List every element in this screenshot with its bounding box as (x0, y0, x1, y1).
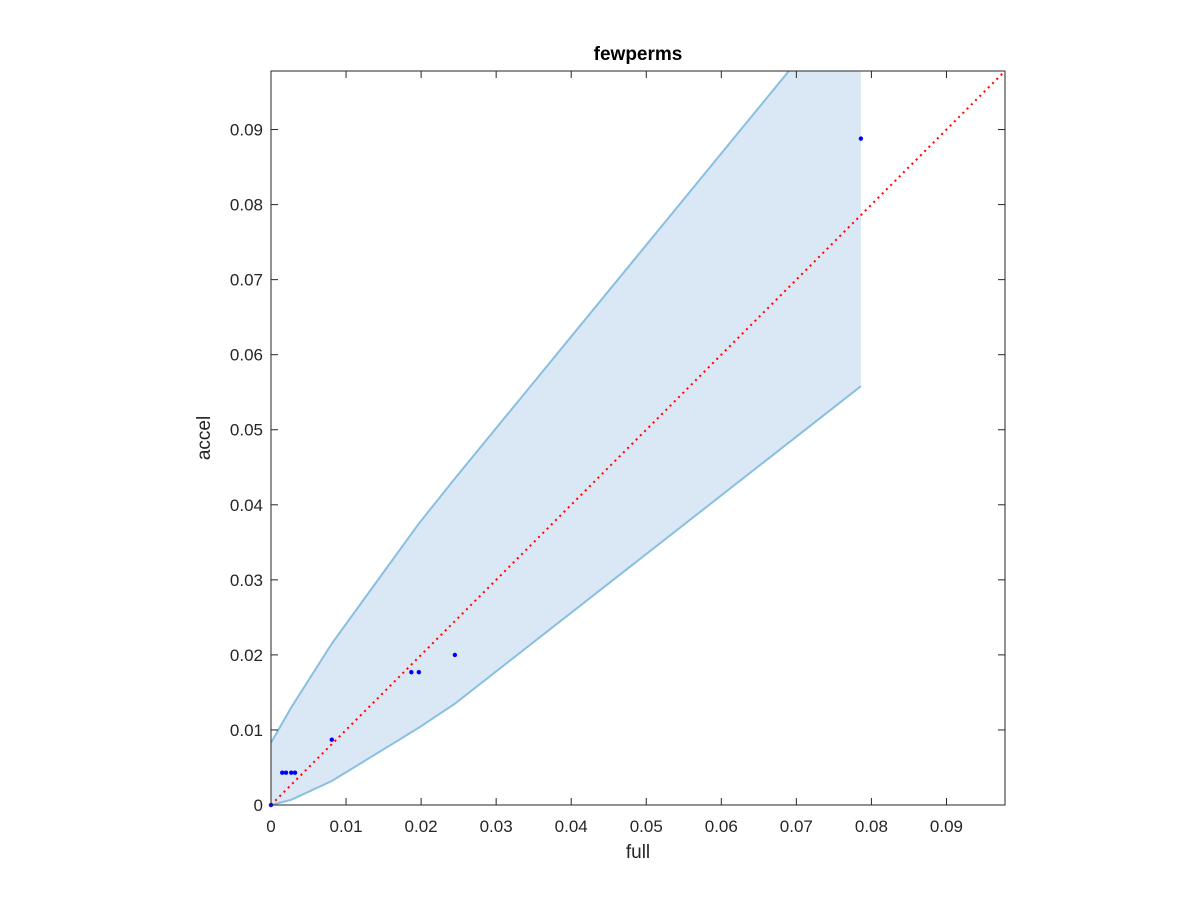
x-tick-label: 0.03 (480, 817, 513, 836)
axis-ticks: 0 0.01 0.02 0.03 0.04 0.05 0.06 0.07 0.08 0.09 0 0.… (230, 71, 1005, 836)
reference-line-layer (270, 70, 1006, 806)
x-tick-label: 0.01 (330, 817, 363, 836)
band-upper-edge (270, 70, 790, 744)
x-tick-label: 0.07 (780, 817, 813, 836)
data-points (268, 136, 864, 808)
x-axis-label: full (626, 842, 650, 863)
data-point (283, 770, 289, 775)
x-tick-label: 0.08 (855, 817, 888, 836)
data-point (280, 770, 285, 775)
y-tick-label: 0 (254, 796, 263, 815)
y-tick-label: 0.07 (230, 271, 263, 290)
confidence-band (270, 70, 862, 806)
x-tick-label: 0.02 (405, 817, 438, 836)
data-point (452, 652, 458, 658)
x-tick-label: 0.09 (930, 817, 963, 836)
reference-line (270, 70, 1006, 806)
x-tick-label: 0.06 (705, 817, 738, 836)
data-point (329, 737, 334, 742)
band-lower-edge (270, 385, 862, 806)
y-tick-label: 0.04 (230, 496, 263, 515)
y-tick-label: 0.06 (230, 346, 263, 365)
y-tick-label: 0.03 (230, 571, 263, 590)
y-tick-label: 0.02 (230, 646, 263, 665)
axes-box (270, 70, 1006, 806)
x-tick-label: 0.05 (630, 817, 663, 836)
data-point (416, 669, 422, 675)
x-tick-label: 0.04 (555, 817, 588, 836)
data-point (289, 770, 294, 775)
data-point (292, 770, 298, 775)
band-fill (271, 71, 861, 805)
y-tick-label: 0.09 (230, 121, 263, 140)
y-tick-label: 0.08 (230, 196, 263, 215)
data-point (409, 669, 414, 675)
y-tick-label: 0.01 (230, 721, 263, 740)
data-point (858, 136, 864, 141)
y-tick-label: 0.05 (230, 421, 263, 440)
chart-title: fewperms (594, 44, 683, 65)
x-tick-label: 0 (266, 817, 275, 836)
y-axis-label: accel (194, 416, 215, 460)
